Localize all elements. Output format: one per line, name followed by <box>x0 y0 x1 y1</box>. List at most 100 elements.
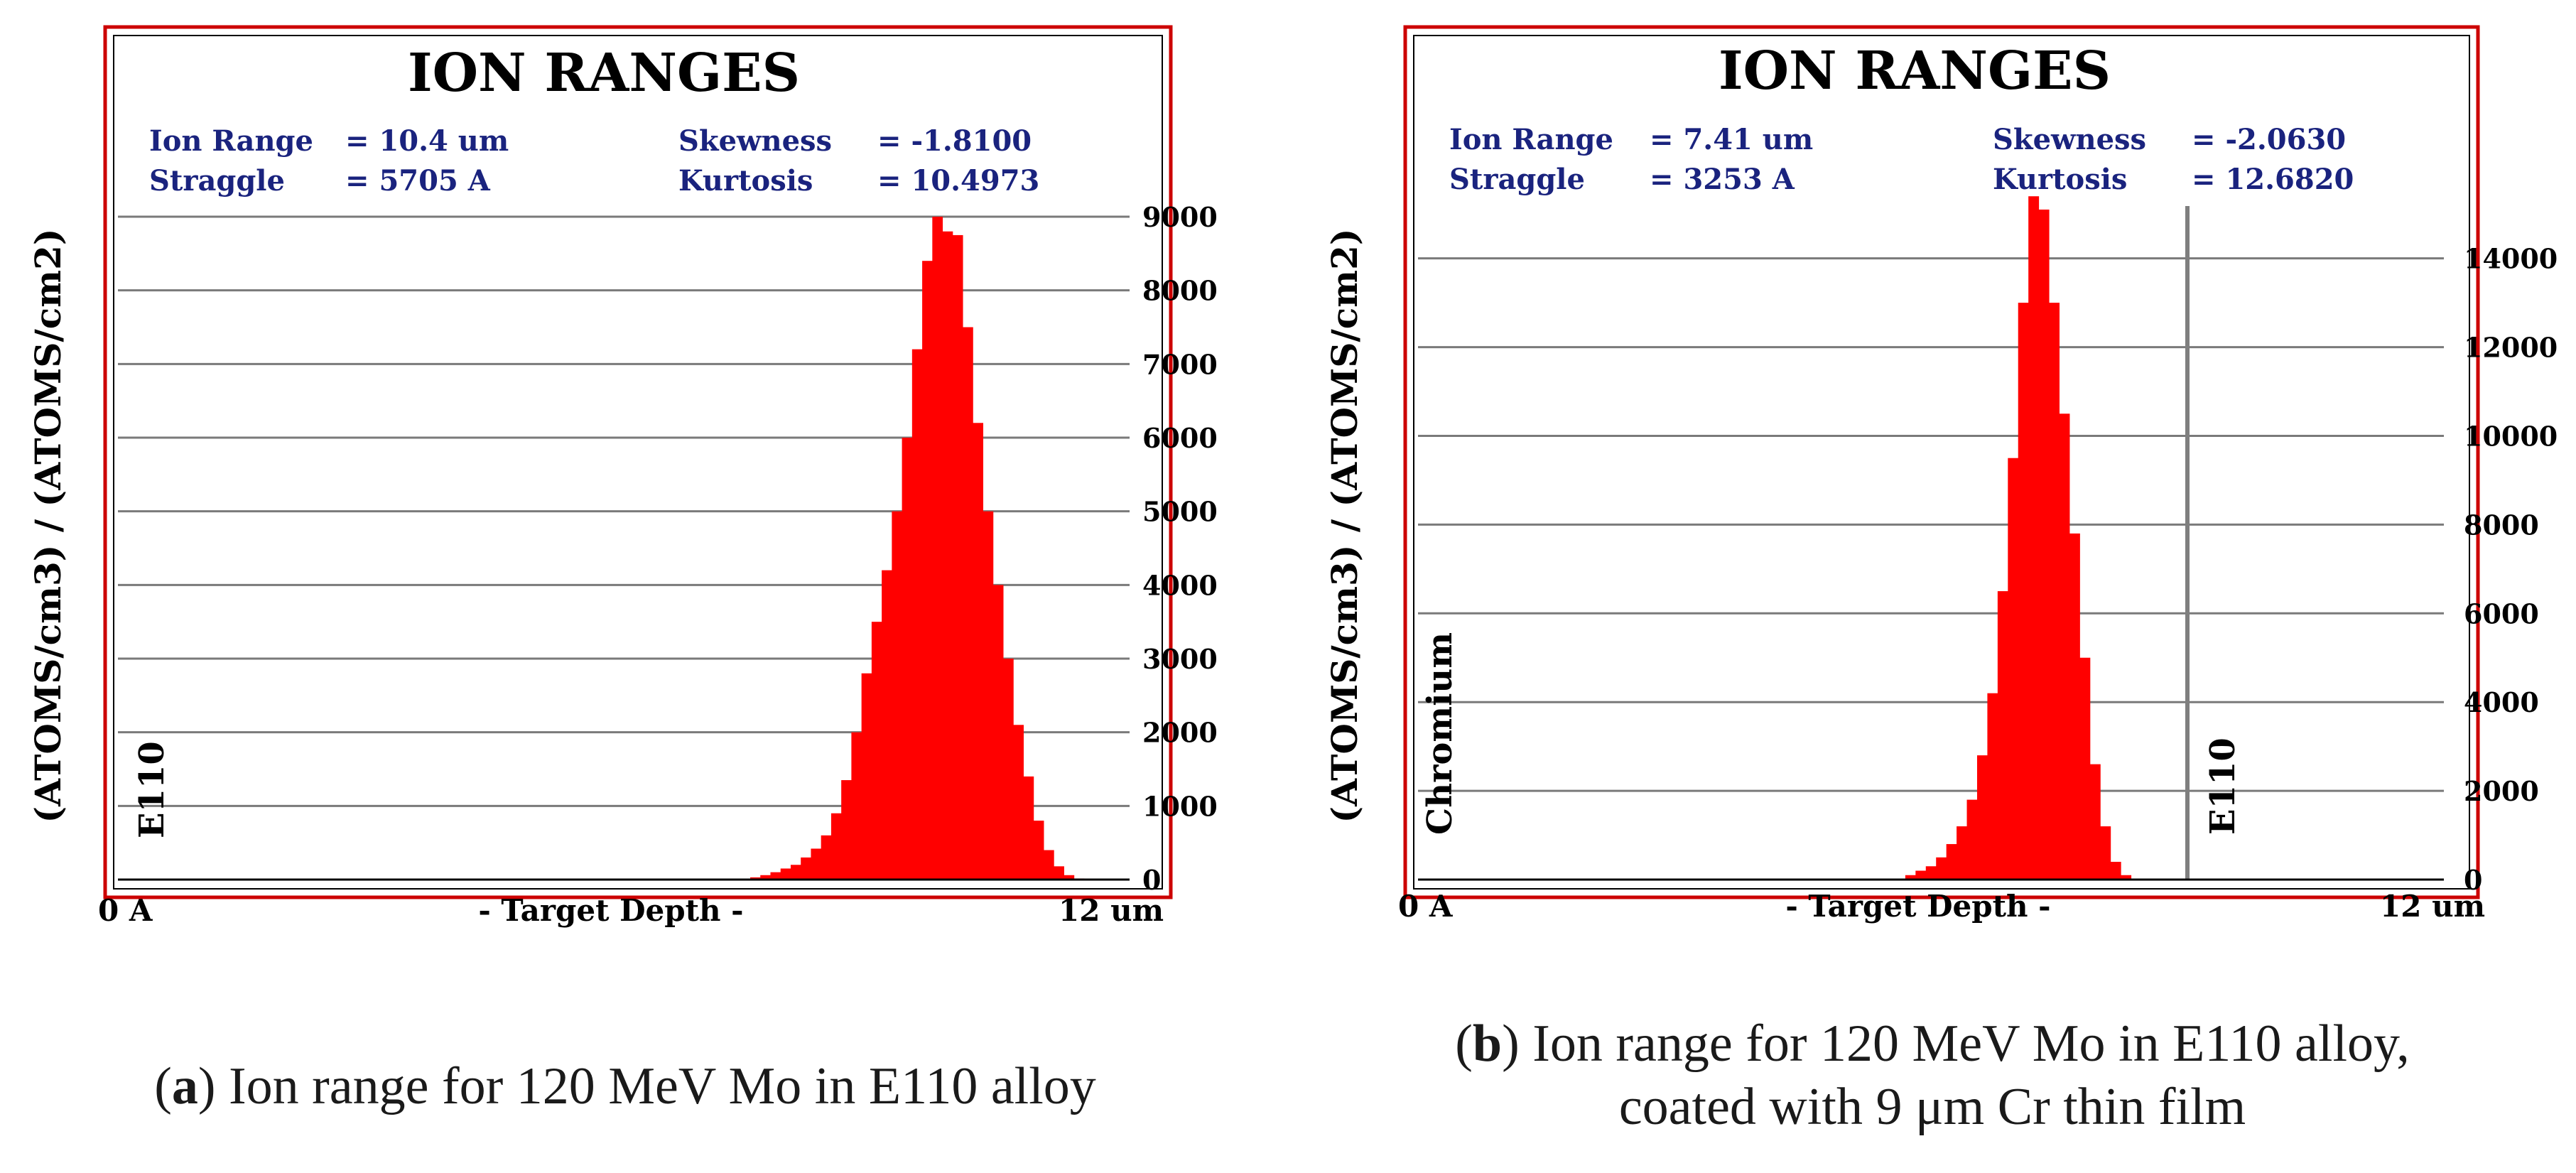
histogram-bar <box>992 585 1004 880</box>
ion-range-label: Ion Range <box>149 124 313 158</box>
y-tick-labels: 0 1000 2000 3000 4000 5000 6000 7000 8000 9000 <box>1142 201 1218 896</box>
histogram-bar <box>983 511 994 880</box>
caption-a-letter: a <box>171 1057 198 1115</box>
y-tick-label: 6000 <box>1142 422 1218 454</box>
histogram-bar <box>1064 875 1075 880</box>
caption-b-text: Ion range for 120 MeV Mo in E110 alloy, <box>1532 1015 2410 1073</box>
skewness-label: Skewness <box>1993 123 2146 156</box>
y-axis-label: (ATOMS/cm3) / (ATOMS/cm2) <box>1324 228 1365 823</box>
x-axis-label: - Target Depth - <box>478 893 743 928</box>
caption-a-text: Ion range for 120 MeV Mo in E110 alloy <box>229 1057 1096 1115</box>
ion-range-label: Ion Range <box>1449 123 1613 156</box>
skewness-label: Skewness <box>678 124 832 158</box>
histogram-bar <box>1033 821 1044 880</box>
caption-a: (a) Ion range for 120 MeV Mo in E110 all… <box>154 1057 1096 1115</box>
histogram-bar <box>2028 196 2040 880</box>
histogram-bar <box>882 570 892 880</box>
y-tick-label: 1000 <box>1142 790 1218 822</box>
histogram-bar <box>811 848 822 880</box>
y-tick-label: 8000 <box>1142 275 1218 307</box>
histogram-bar <box>2069 533 2080 880</box>
kurtosis-value: = 10.4973 <box>877 164 1039 198</box>
histogram-bar <box>2049 303 2060 880</box>
y-tick-label: 14000 <box>2464 243 2558 275</box>
histogram-bar <box>1946 844 1957 880</box>
histogram-bar <box>952 234 963 880</box>
x-axis-label: - Target Depth - <box>1785 889 2050 924</box>
histogram-bar <box>1976 755 1988 880</box>
histogram-bar <box>790 865 801 880</box>
histogram-bar <box>841 780 852 880</box>
material-label-e110: E110 <box>2203 737 2243 835</box>
caption-b-line2: coated with 9 μm Cr thin film <box>1618 1077 2246 1136</box>
chart-b: ION RANGES Ion Range = 7.41 um Straggle … <box>1324 25 2558 924</box>
histogram-bar <box>1997 591 2008 880</box>
histogram-bar <box>1043 850 1054 880</box>
histogram-bar <box>821 835 832 880</box>
histogram-bar <box>1987 693 1998 880</box>
histogram-bar <box>851 732 862 880</box>
ion-range-value: = 10.4 um <box>345 124 509 158</box>
histogram-bar <box>973 423 984 880</box>
inner-frame <box>113 35 1163 890</box>
histogram-bar <box>942 231 953 880</box>
histogram-bar <box>801 857 811 880</box>
y-tick-label: 0 <box>1142 864 1161 896</box>
y-tick-label: 9000 <box>1142 201 1218 233</box>
x-start-label: 0 A <box>1398 889 1454 924</box>
histogram-bar <box>871 622 882 880</box>
bars <box>1905 196 2132 880</box>
y-tick-label: 2000 <box>1142 717 1218 749</box>
histogram-bar <box>902 438 913 880</box>
y-tick-label: 0 <box>2464 864 2482 896</box>
histogram-bar <box>2018 303 2029 880</box>
histogram-bar <box>1013 725 1024 880</box>
histogram-bar <box>1003 659 1014 880</box>
y-tick-label: 8000 <box>2464 509 2539 541</box>
straggle-label: Straggle <box>149 164 285 198</box>
material-label-e110: E110 <box>132 741 172 838</box>
histogram-bar <box>2100 826 2111 880</box>
y-tick-label: 7000 <box>1142 348 1218 380</box>
histogram-bar <box>1936 857 1947 880</box>
kurtosis-value: = 12.6820 <box>2192 163 2354 196</box>
kurtosis-label: Kurtosis <box>678 164 813 198</box>
histogram-bar <box>861 673 872 880</box>
kurtosis-label: Kurtosis <box>1993 163 2127 196</box>
histogram-bar <box>780 868 791 880</box>
skewness-value: = -1.8100 <box>877 124 1032 158</box>
histogram-bar <box>1957 826 1968 880</box>
chart-title: ION RANGES <box>408 43 800 104</box>
histogram-bar <box>2008 458 2019 880</box>
y-tick-label: 2000 <box>2464 775 2539 807</box>
histogram-bar <box>1023 776 1034 880</box>
y-tick-label: 3000 <box>1142 643 1218 675</box>
histogram-bar <box>892 511 903 880</box>
figure-b: ION RANGES Ion Range = 7.41 um Straggle … <box>1279 0 2576 966</box>
histogram-bar <box>770 872 781 880</box>
x-end-label: 12 um <box>1059 893 1164 928</box>
y-tick-label: 10000 <box>2464 420 2558 452</box>
gridlines <box>1418 257 2444 792</box>
histogram-bar <box>2038 209 2050 880</box>
y-tick-labels: 0 2000 4000 6000 8000 10000 12000 14000 <box>2464 243 2558 896</box>
histogram-bar <box>2089 764 2101 880</box>
y-tick-label: 4000 <box>2464 686 2539 718</box>
figure-a: ION RANGES Ion Range = 10.4 um Straggle … <box>0 0 1250 966</box>
y-axis-label: (ATOMS/cm3) / (ATOMS/cm2) <box>27 228 69 823</box>
ion-range-value: = 7.41 um <box>1650 123 1813 156</box>
y-tick-label: 6000 <box>2464 598 2539 629</box>
outer-frame <box>1403 25 2480 899</box>
y-tick-label: 5000 <box>1142 496 1218 528</box>
x-end-label: 12 um <box>2380 889 2485 924</box>
histogram-bar <box>911 349 923 880</box>
straggle-label: Straggle <box>1449 163 1585 196</box>
histogram-bar <box>2110 862 2121 880</box>
chart-a: ION RANGES Ion Range = 10.4 um Straggle … <box>27 25 1218 928</box>
caption-b-letter: b <box>1472 1015 1503 1073</box>
material-label-chromium: Chromium <box>1420 632 1460 835</box>
histogram-bar <box>2079 657 2091 880</box>
y-tick-label: 4000 <box>1142 569 1218 601</box>
histogram-bar <box>830 813 842 880</box>
histogram-bar <box>1925 866 1937 880</box>
